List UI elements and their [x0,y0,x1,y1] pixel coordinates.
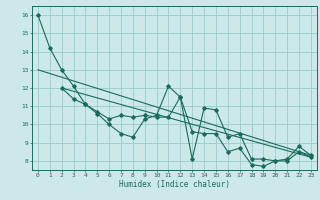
X-axis label: Humidex (Indice chaleur): Humidex (Indice chaleur) [119,180,230,189]
